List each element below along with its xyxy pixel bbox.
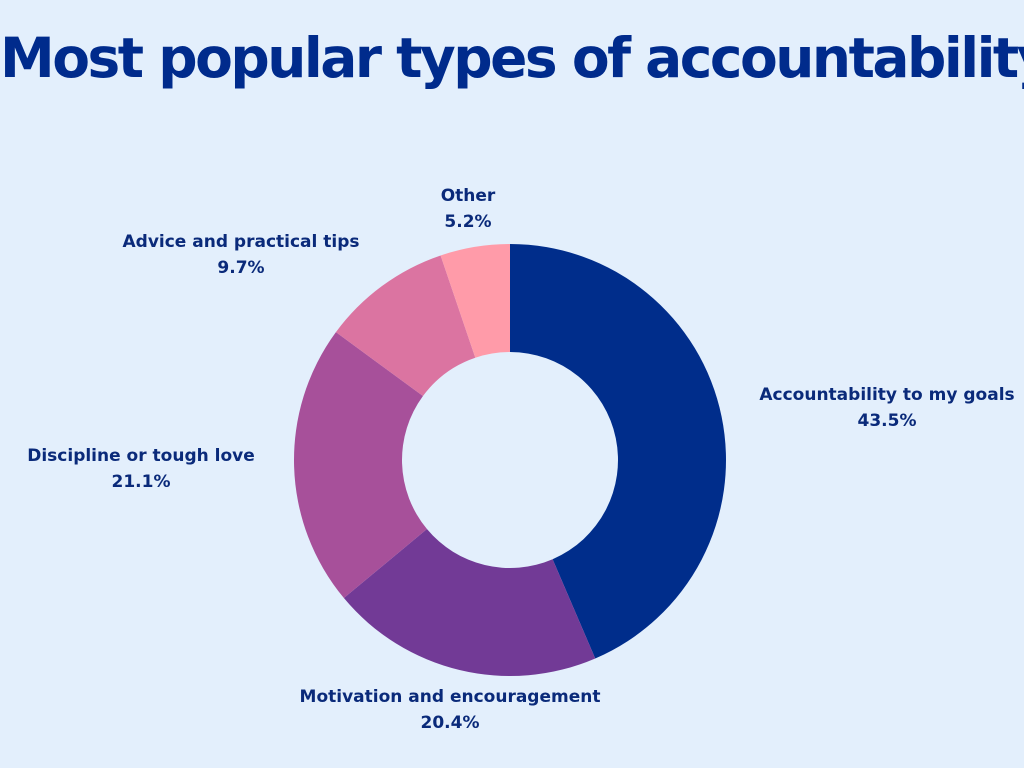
donut-slice-advice-and-practical-tips xyxy=(335,255,476,397)
slice-label-discipline-or-tough-love: Discipline or tough love 21.1% xyxy=(27,443,255,495)
slice-label-other: Other 5.2% xyxy=(441,183,496,235)
slice-label-motivation-and-encouragement: Motivation and encouragement 20.4% xyxy=(300,684,601,736)
slice-label-text: Advice and practical tips xyxy=(122,232,360,252)
chart-title: Most popular types of accountability xyxy=(0,26,1024,90)
slice-label-text: Discipline or tough love xyxy=(27,446,255,466)
slice-label-text: Motivation and encouragement xyxy=(299,687,601,707)
slice-value-text: 20.4% xyxy=(420,713,480,733)
donut-slice-discipline-or-tough-love xyxy=(294,332,427,599)
slice-value-text: 9.7% xyxy=(217,258,265,278)
slice-value-text: 5.2% xyxy=(444,212,492,232)
donut-slice-other xyxy=(440,244,510,358)
slice-value-text: 43.5% xyxy=(857,411,917,431)
slice-value-text: 21.1% xyxy=(111,472,171,492)
slice-label-advice-and-practical-tips: Advice and practical tips 9.7% xyxy=(122,229,359,281)
donut-slice-accountability-to-my-goals xyxy=(510,244,726,659)
slice-label-text: Accountability to my goals xyxy=(759,385,1015,405)
slice-label-text: Other xyxy=(440,186,496,206)
donut-slice-motivation-and-encouragement xyxy=(343,529,596,676)
slice-label-accountability-to-my-goals: Accountability to my goals 43.5% xyxy=(759,382,1014,434)
